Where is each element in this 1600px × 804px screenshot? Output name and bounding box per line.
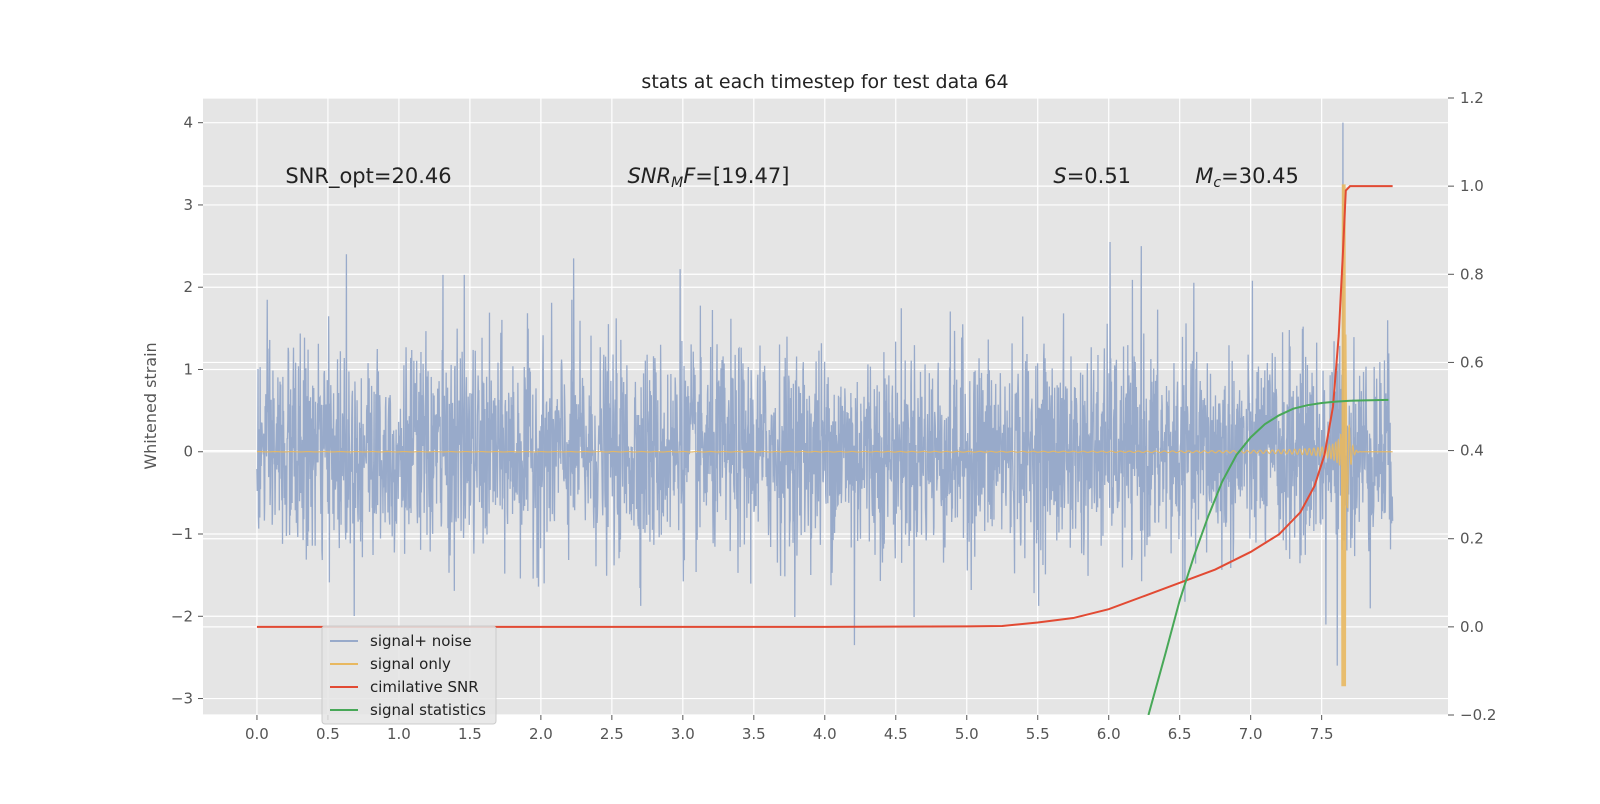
y2-tick-label: 0.4 (1460, 442, 1484, 460)
mc-annotation: Mc=30.45 (1195, 164, 1299, 191)
annotation-symbol: M (1195, 164, 1213, 188)
y-tick-label: −3 (171, 690, 193, 708)
y2-tick-label: 1.0 (1460, 177, 1484, 195)
x-tick-label: 0.0 (245, 725, 269, 743)
x-tick-label: 2.5 (600, 725, 624, 743)
annotation-subscript: c (1213, 175, 1221, 191)
y-tick-label: 4 (183, 114, 193, 132)
annotation-value: =0.51 (1067, 164, 1131, 188)
annotation-symbol: SNR (627, 164, 671, 188)
x-tick-label: 4.5 (884, 725, 908, 743)
legend-box (321, 625, 497, 725)
x-tick-label: 2.0 (529, 725, 553, 743)
snr-opt-annotation: SNR_opt=20.46 (285, 164, 451, 189)
annotation-symbol: S (1053, 164, 1066, 188)
y-tick-label: 0 (183, 443, 193, 461)
y2-tick-label: 0.8 (1460, 265, 1484, 283)
signal-noise-line (256, 122, 1394, 666)
y-tick-label: −2 (171, 607, 193, 625)
legend-label: signal statistics (370, 701, 486, 719)
y2-tick-label: 0.2 (1460, 530, 1484, 548)
axes: 0.0 0.5 1.0 1.5 2.0 2.5 3.0 3.5 4.0 4.5 5.0 5.5 6.0 6… (171, 89, 1497, 743)
annotation-subscript: M (671, 175, 683, 191)
legend-label: cimilative SNR (370, 678, 479, 696)
snr-mf-annotation: SNRMF=[19.47] (627, 164, 789, 191)
x-tick-label: 6.5 (1168, 725, 1192, 743)
y2-tick-label: 0.0 (1460, 618, 1484, 636)
x-tick-label: 5.5 (1026, 725, 1050, 743)
y-tick-label: −1 (171, 525, 193, 543)
y2-tick-label: 0.6 (1460, 353, 1484, 371)
annotation-symbol: F (683, 164, 696, 188)
legend: signal+ noise signal only cimilative SNR si… (321, 625, 497, 725)
y2-tick-label: 1.2 (1460, 89, 1484, 107)
x-tick-label: 3.0 (671, 725, 695, 743)
y-tick-label: 2 (183, 278, 193, 296)
x-tick-label: 7.5 (1310, 725, 1334, 743)
x-tick-label: 7.0 (1239, 725, 1263, 743)
y-tick-label: 1 (183, 360, 193, 378)
x-tick-label: 5.0 (955, 725, 979, 743)
signal-statistics-line (1147, 398, 1389, 715)
s-annotation: S=0.51 (1053, 164, 1131, 188)
y-tick-label: 3 (183, 196, 193, 214)
annotation-value: =[19.47] (695, 164, 789, 188)
signal-only-line (256, 184, 1393, 687)
cumulative-snr-line (256, 185, 1393, 628)
y-axis-label: Whitened strain (141, 342, 160, 469)
x-tick-label: 6.0 (1097, 725, 1121, 743)
chart-title: stats at each timestep for test data 64 (641, 71, 1008, 93)
legend-label: signal+ noise (370, 632, 472, 650)
x-tick-label: 0.5 (316, 725, 340, 743)
x-tick-label: 1.5 (458, 725, 482, 743)
x-tick-label: 3.5 (742, 725, 766, 743)
annotation-value: =30.45 (1221, 164, 1299, 188)
y2-tick-label: −0.2 (1460, 706, 1496, 724)
annotations: SNR_opt=20.46 SNRMF=[19.47] S=0.51 Mc=30.45 (285, 164, 1299, 191)
x-tick-label: 1.0 (387, 725, 411, 743)
data-layer (256, 122, 1394, 715)
legend-label: signal only (370, 655, 451, 673)
x-tick-label: 4.0 (813, 725, 837, 743)
